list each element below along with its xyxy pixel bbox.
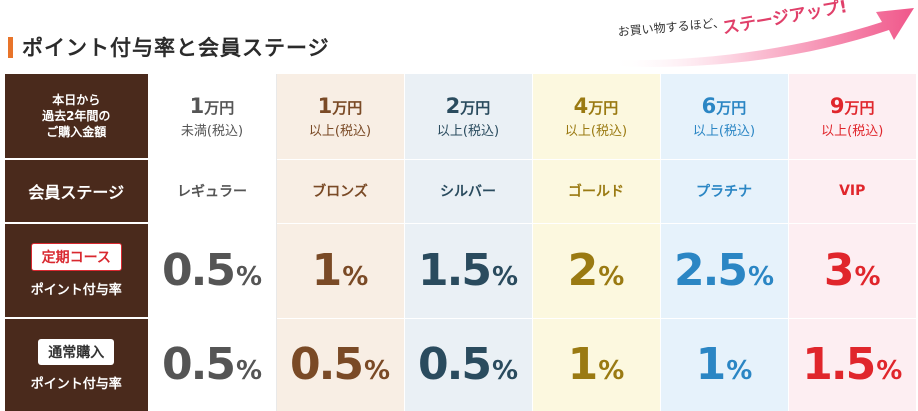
purchase-amount-row: 本日から 過去2年間の ご購入金額 1万円 未満(税込) 1万円 以上(税込) … — [5, 74, 916, 160]
title-accent-bar — [8, 37, 13, 58]
amount-cell-gold: 4万円 以上(税込) — [531, 74, 660, 159]
normal-rate-silver: 0.5% — [403, 317, 532, 411]
amount-cell-silver: 2万円 以上(税込) — [403, 74, 532, 159]
amount-cell-vip: 9万円 以上(税込) — [787, 74, 916, 159]
normal-rate-regular: 0.5% — [147, 317, 277, 411]
sub-rate-gold: 2% — [531, 222, 660, 318]
subscription-rate-label: ポイント付与率 — [30, 283, 122, 298]
row-header-amount: 本日から 過去2年間の ご購入金額 — [5, 74, 148, 160]
page-header: ポイント付与率と会員ステージ お買い物するほど、 ステージアップ! — [0, 0, 918, 74]
sub-rate-silver: 1.5% — [403, 222, 532, 318]
row-header-stage: 会員ステージ — [5, 159, 148, 224]
stage-up-arrow-icon — [610, 8, 914, 67]
subscription-rate-row: 定期コース ポイント付与率 0.5% 1% 1.5% 2% 2.5% 3% — [5, 222, 916, 319]
member-stage-row: 会員ステージ レギュラー ブロンズ シルバー ゴールド プラチナ VIP — [5, 158, 916, 224]
stage-vip: VIP — [787, 158, 916, 223]
row-header-subscription: 定期コース ポイント付与率 — [5, 223, 148, 319]
row-header-normal: 通常購入 ポイント付与率 — [5, 318, 148, 411]
sub-rate-regular: 0.5% — [147, 222, 277, 318]
stage-silver: シルバー — [403, 158, 532, 223]
normal-rate-bronze: 0.5% — [275, 317, 404, 411]
normal-rate-gold: 1% — [531, 317, 660, 411]
row-header-amount-line1: 本日から — [52, 93, 101, 107]
stage-gold: ゴールド — [531, 158, 660, 223]
row-header-amount-line3: ご購入金額 — [46, 125, 107, 139]
amount-cell-regular: 1万円 未満(税込) — [147, 74, 277, 159]
normal-rate-label: ポイント付与率 — [30, 376, 122, 392]
normal-rate-platinum: 1% — [659, 317, 788, 411]
point-rate-table: 本日から 過去2年間の ご購入金額 1万円 未満(税込) 1万円 以上(税込) … — [5, 74, 916, 411]
sub-rate-vip: 3% — [787, 222, 916, 318]
amount-cell-bronze: 1万円 以上(税込) — [275, 74, 404, 159]
stage-regular: レギュラー — [147, 158, 277, 223]
stage-bronze: ブロンズ — [275, 158, 404, 223]
normal-purchase-badge: 通常購入 — [38, 338, 115, 365]
stage-platinum: プラチナ — [659, 158, 788, 223]
page-title: ポイント付与率と会員ステージ — [22, 36, 330, 60]
sub-rate-platinum: 2.5% — [659, 222, 788, 318]
subscription-badge: 定期コース — [30, 243, 122, 271]
normal-rate-vip: 1.5% — [787, 317, 916, 411]
normal-rate-row: 通常購入 ポイント付与率 0.5% 0.5% 0.5% 1% 1% 1.5% — [5, 317, 916, 411]
row-header-amount-line2: 過去2年間の — [42, 109, 111, 123]
amount-cell-platinum: 6万円 以上(税込) — [659, 74, 788, 159]
sub-rate-bronze: 1% — [275, 222, 404, 318]
